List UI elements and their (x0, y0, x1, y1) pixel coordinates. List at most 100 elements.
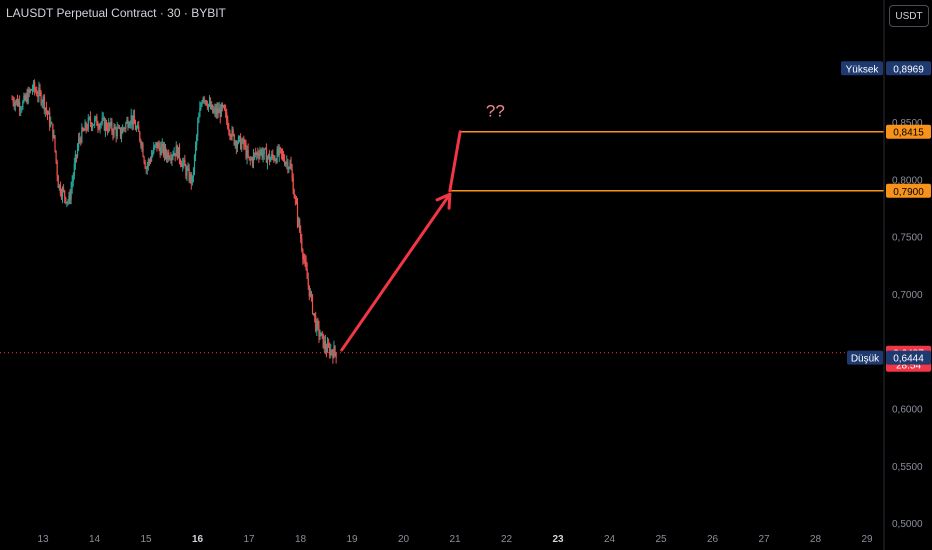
candle (307, 272, 309, 290)
candle (208, 95, 211, 107)
projection-arrow[interactable] (340, 130, 462, 352)
candle-body (259, 152, 261, 157)
high-price-tag[interactable]: 0,8969 (886, 61, 931, 76)
candle (174, 152, 176, 162)
candle-body (178, 147, 181, 161)
time-axis[interactable]: 13 14 15 16 17 18 19 20 21 22 23 24 25 26 27 28 29 (37, 534, 873, 545)
candle-body (54, 135, 56, 151)
candle (220, 102, 222, 118)
low-label: Düşük (851, 354, 880, 365)
currency-button[interactable]: USDT (889, 5, 929, 27)
candle (199, 101, 201, 118)
candle-body (21, 108, 23, 110)
candle (51, 121, 53, 125)
candle (150, 150, 153, 162)
candle-body (23, 95, 25, 102)
candle-body (161, 143, 163, 147)
candle-body (331, 349, 333, 353)
candle (130, 108, 132, 129)
candle (72, 172, 74, 187)
candle (162, 141, 164, 158)
candle (308, 285, 310, 301)
candle-body (41, 102, 43, 104)
candle-body (61, 188, 64, 197)
candle (194, 141, 197, 162)
candle (67, 199, 69, 206)
time-tick-label: 25 (655, 534, 667, 545)
candle (227, 115, 229, 130)
candle-body (222, 105, 225, 107)
candle (61, 186, 64, 204)
candle-body (255, 153, 257, 155)
candle-body (17, 101, 20, 106)
candle (167, 150, 169, 163)
candle-body (185, 166, 187, 176)
candle-body (284, 160, 286, 165)
level-lower-price-tag[interactable]: 0,7900 (886, 183, 931, 198)
candle-body (201, 102, 203, 106)
candle (260, 148, 262, 156)
candle-body (179, 160, 182, 165)
candle-body (271, 154, 273, 159)
candle (321, 330, 323, 340)
candle (116, 121, 118, 140)
candle-body (142, 144, 144, 157)
candle-body (287, 161, 289, 170)
candle (325, 343, 328, 358)
price-axis[interactable]: 0,8500 0,8000 0,7500 0,7000 0,6000 0,5500 0,50… (892, 118, 923, 530)
candle (23, 92, 25, 104)
candle-body (306, 269, 308, 279)
candle (218, 101, 220, 114)
candle-body (333, 346, 335, 359)
candle (110, 117, 112, 129)
candle (122, 124, 124, 134)
candle-body (135, 127, 138, 130)
candle (202, 96, 204, 104)
candle (288, 166, 290, 173)
candle (37, 90, 39, 103)
candle-body (214, 108, 216, 111)
candle-body (51, 122, 53, 124)
candle (182, 157, 184, 172)
candle-body (328, 343, 330, 347)
candle-body (39, 88, 41, 93)
candle (25, 92, 27, 103)
candle-body (234, 141, 236, 145)
candle-body (247, 149, 249, 157)
candle (88, 116, 90, 121)
candle-body (288, 167, 290, 170)
candle (190, 172, 192, 190)
candle (104, 118, 107, 137)
candle-body (332, 352, 334, 359)
level-upper-price-tag[interactable]: 0,8415 (886, 124, 931, 139)
candle (36, 86, 38, 97)
candle-body (274, 159, 276, 161)
candle (265, 143, 267, 164)
candle-body (75, 154, 78, 156)
candle (55, 150, 57, 164)
candle (19, 95, 21, 117)
candle-body (314, 313, 316, 317)
candle-body (132, 115, 134, 125)
candle-body (317, 321, 319, 325)
candle-body (126, 120, 128, 124)
candle-body (242, 138, 244, 143)
candle-body (29, 89, 31, 92)
candle-body (262, 154, 264, 158)
candle-body (155, 142, 157, 146)
candle-body (251, 158, 254, 164)
candle-body (109, 123, 111, 127)
candle (214, 103, 216, 117)
candle (21, 105, 23, 113)
candle (230, 133, 232, 141)
candle (204, 99, 206, 106)
candle (163, 141, 166, 161)
candle (56, 159, 58, 182)
candle (95, 115, 97, 122)
candle (311, 294, 314, 315)
candle-body (240, 136, 242, 150)
candle-body (144, 161, 146, 169)
low-price-tag[interactable]: 0,6444 (886, 350, 931, 365)
candle (290, 156, 292, 171)
